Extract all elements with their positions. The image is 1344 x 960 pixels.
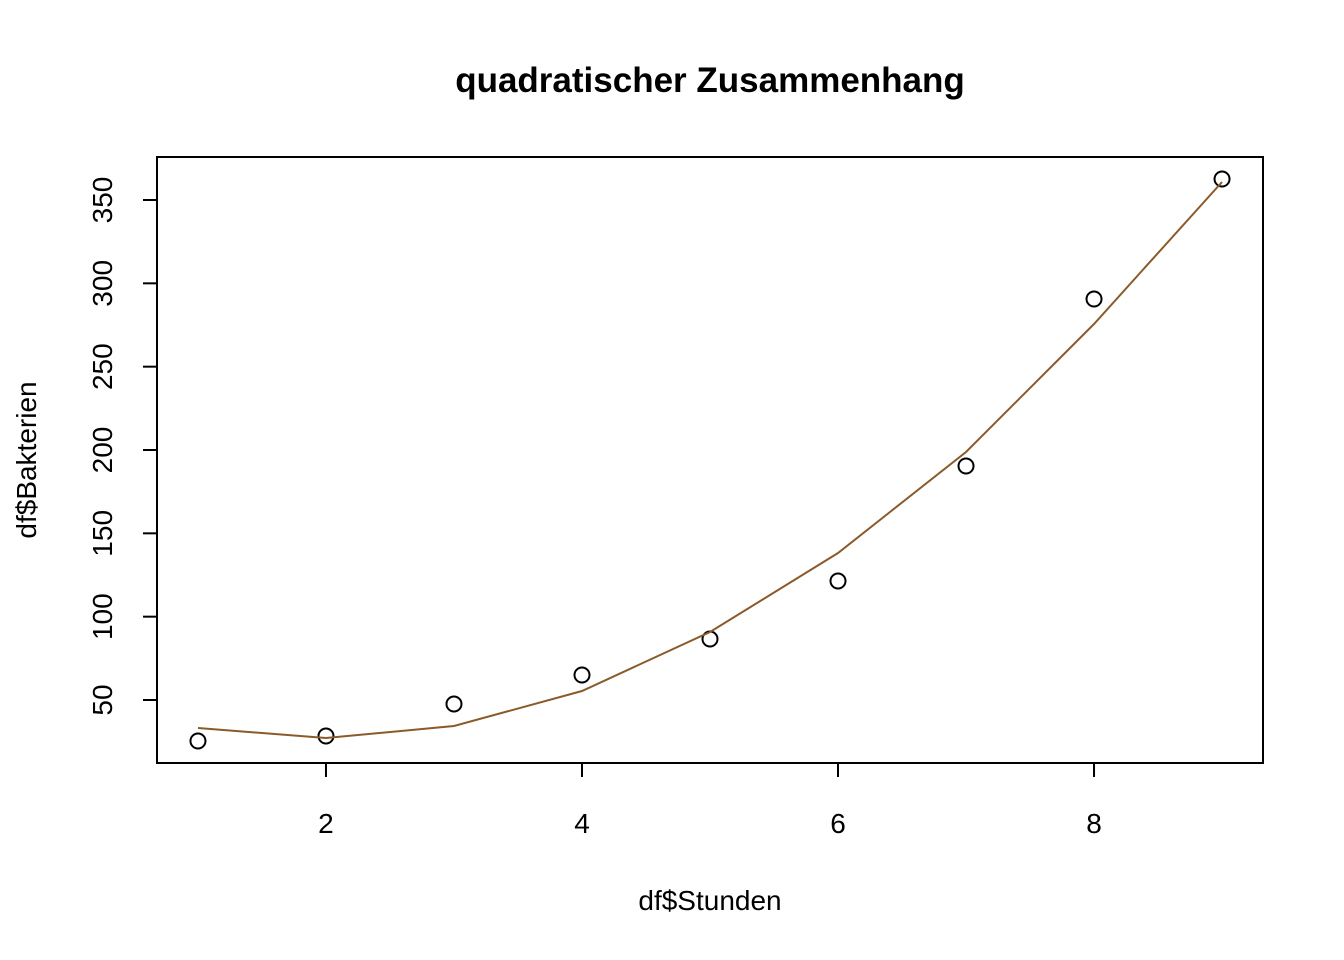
y-tick-label: 200 xyxy=(87,427,118,474)
point xyxy=(957,457,975,475)
y-tick-label: 50 xyxy=(87,684,118,715)
point xyxy=(189,732,207,750)
y-tick-label: 100 xyxy=(87,593,118,640)
y-tick-label: 250 xyxy=(87,343,118,390)
x-axis-label: df$Stunden xyxy=(638,885,781,916)
fit-line xyxy=(197,181,1223,740)
plot-frame xyxy=(156,156,1264,764)
x-tick-label: 8 xyxy=(1086,808,1102,839)
x-tick-label: 2 xyxy=(318,808,334,839)
chart-title: quadratischer Zusammenhang xyxy=(455,61,965,100)
point xyxy=(445,695,463,713)
x-tick-label: 4 xyxy=(574,808,590,839)
point xyxy=(1085,290,1103,308)
point xyxy=(829,572,847,590)
y-axis-label: df$Bakterien xyxy=(11,381,42,538)
point xyxy=(317,727,335,745)
y-tick-label: 150 xyxy=(87,510,118,557)
point xyxy=(573,666,591,684)
x-tick-label: 6 xyxy=(830,808,846,839)
y-tick-label: 350 xyxy=(87,177,118,224)
point xyxy=(1213,170,1231,188)
y-tick-label: 300 xyxy=(87,260,118,307)
